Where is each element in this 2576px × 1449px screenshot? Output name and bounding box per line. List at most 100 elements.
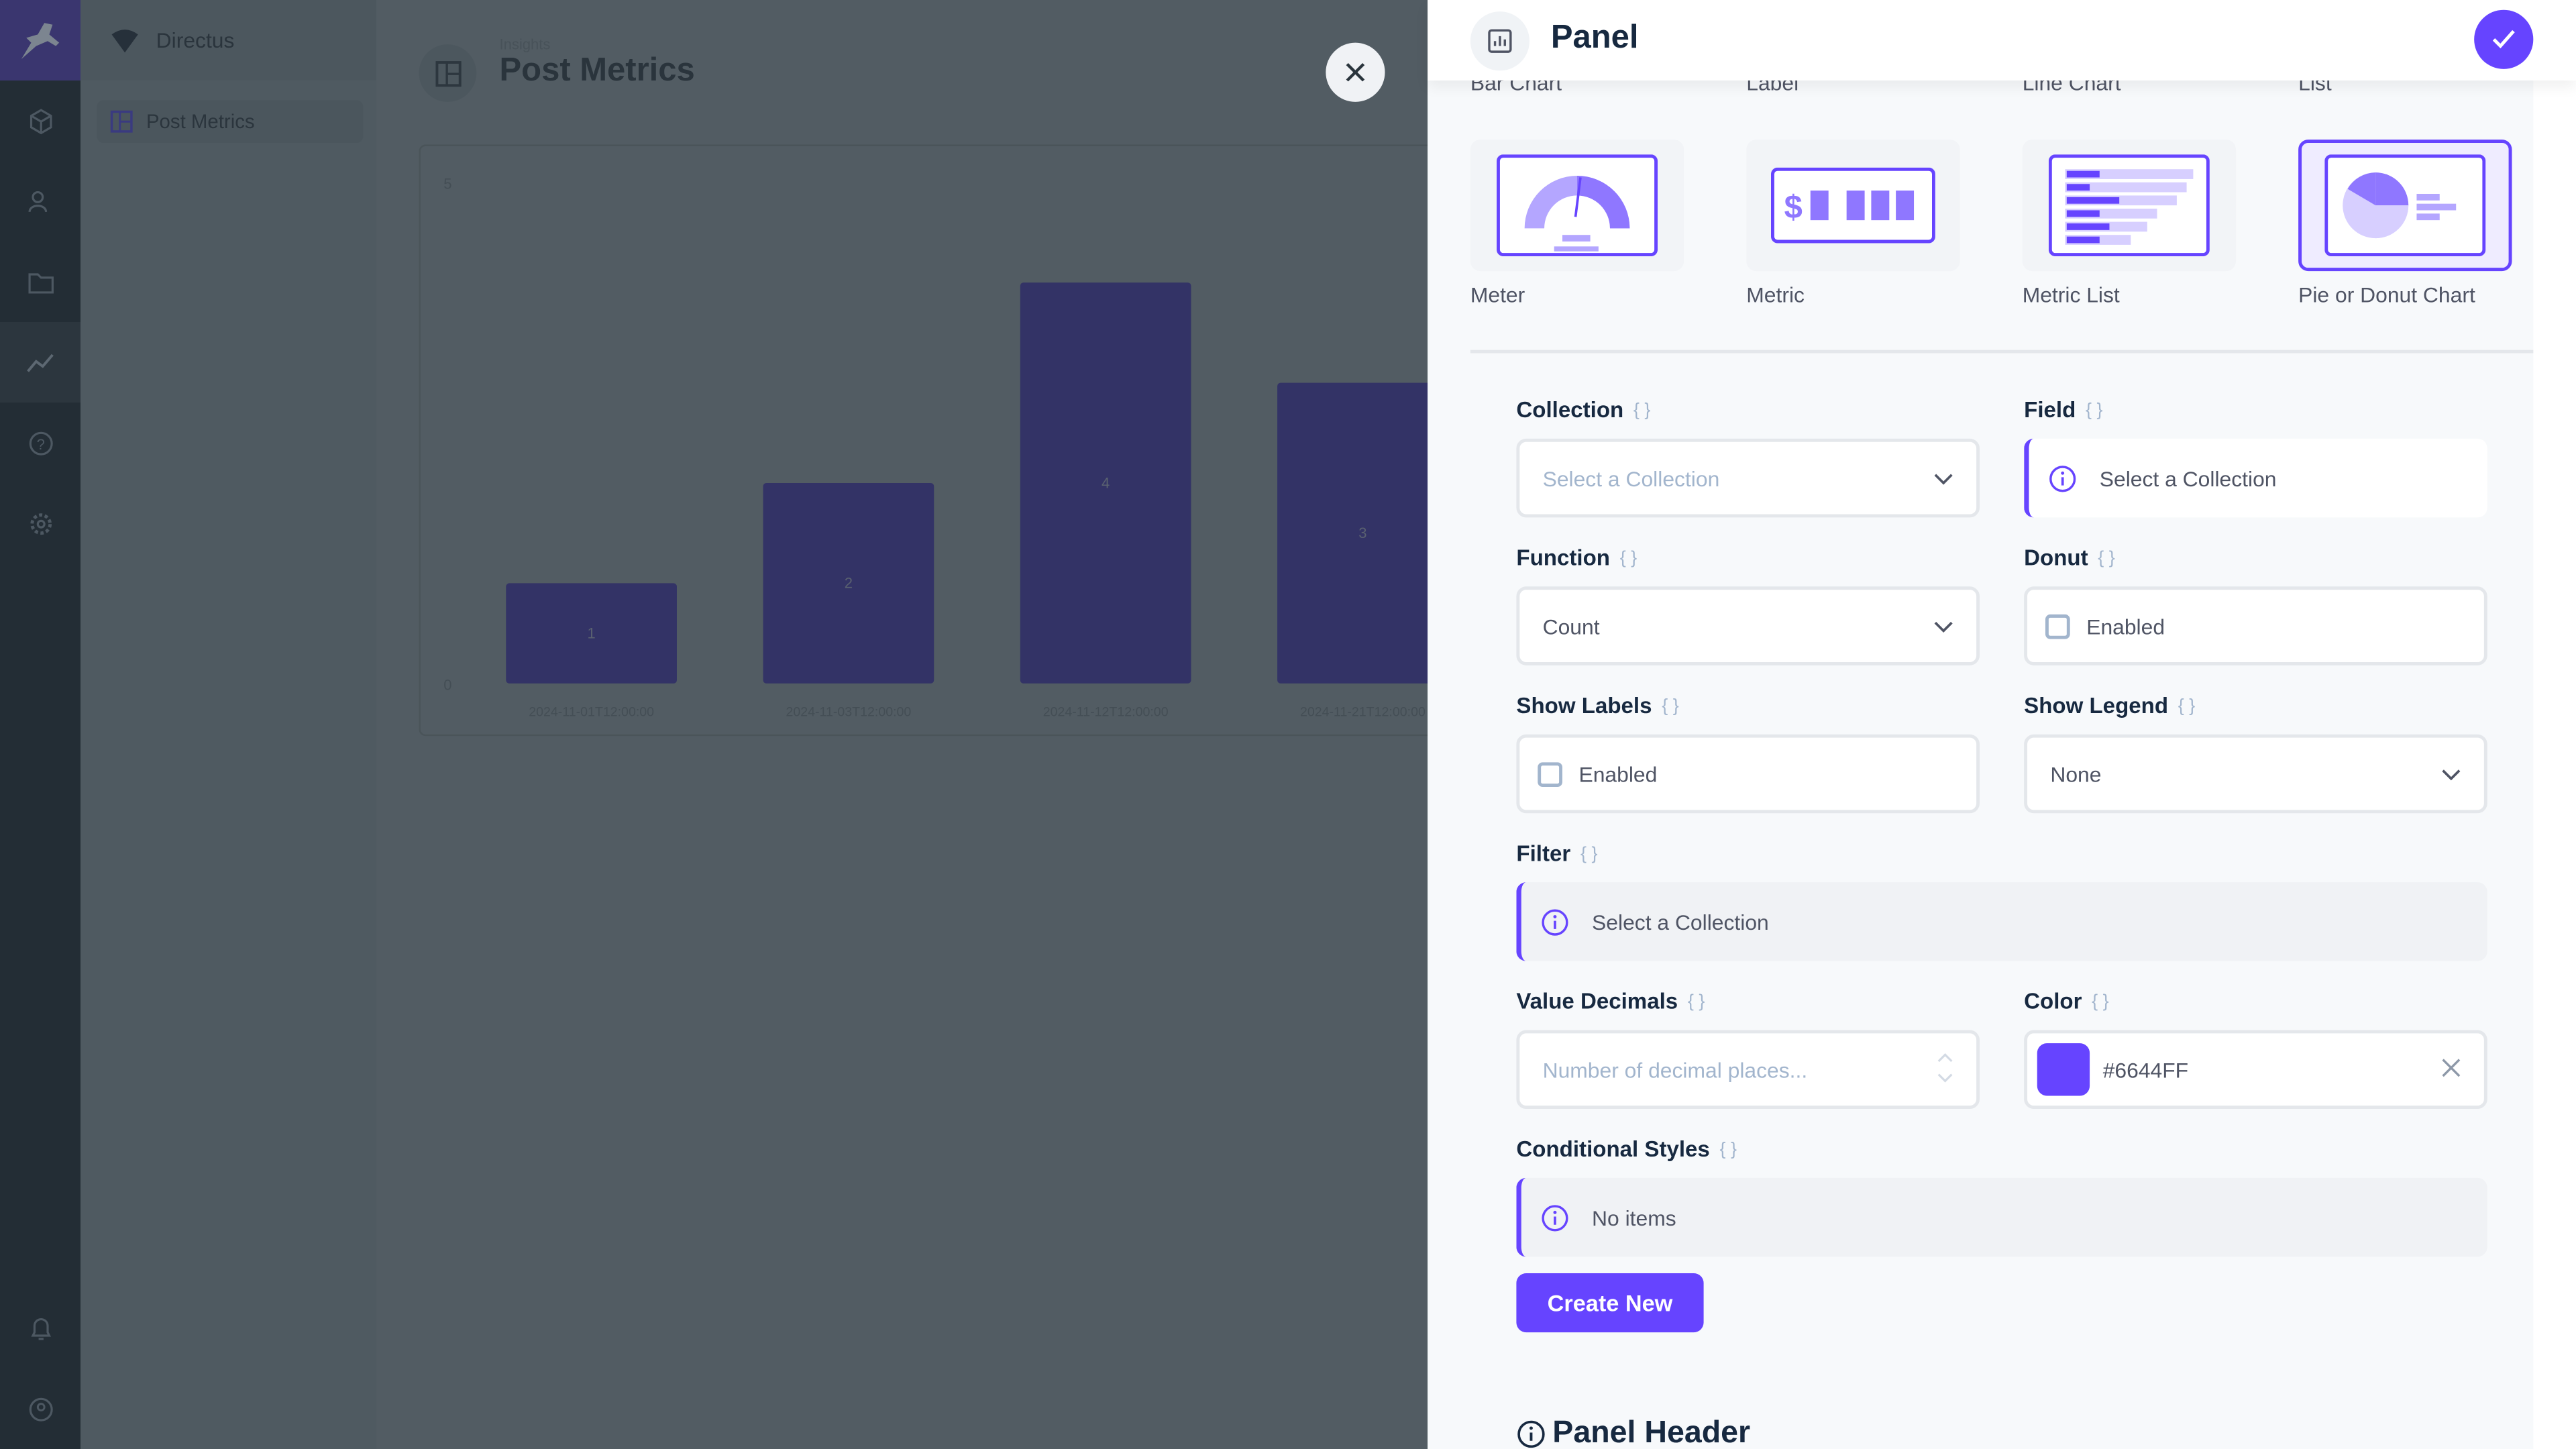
color-swatch[interactable] bbox=[2037, 1043, 2090, 1096]
info-icon bbox=[1517, 1420, 1545, 1448]
user-avatar-icon[interactable] bbox=[23, 1391, 57, 1426]
settings-gear-icon[interactable] bbox=[23, 506, 57, 540]
x-tick-label: 2024-11-12T12:00:00 bbox=[1043, 705, 1169, 720]
conditional-styles-notice: No items bbox=[1516, 1177, 2487, 1257]
raw-value-brace-icon[interactable]: { } bbox=[2092, 991, 2109, 1012]
show-labels-checkbox[interactable]: Enabled bbox=[1516, 734, 1980, 814]
type-metric-list[interactable] bbox=[2022, 140, 2237, 272]
bar-data-label: 2 bbox=[845, 575, 853, 592]
conditional-styles-label: Conditional Styles{ } bbox=[1516, 1136, 1737, 1162]
color-label: Color{ } bbox=[2024, 989, 2109, 1014]
project-name: Directus bbox=[156, 28, 235, 53]
info-icon bbox=[2049, 465, 2076, 492]
raw-value-brace-icon[interactable]: { } bbox=[1719, 1139, 1737, 1159]
bar-data-label: 4 bbox=[1102, 474, 1110, 491]
sidebar-item-label: Post Metrics bbox=[146, 110, 255, 133]
users-module-icon[interactable] bbox=[23, 184, 57, 218]
check-icon bbox=[2492, 30, 2515, 49]
type-meter[interactable] bbox=[1470, 140, 1684, 272]
show-legend-select[interactable]: None bbox=[2024, 734, 2487, 814]
bar-chart: 5 0 1 2024-11-01T12:00:00 2 2024-11-03T12:00:… bbox=[443, 176, 1448, 720]
collection-label: Collection{ } bbox=[1516, 397, 1651, 423]
svg-text:?: ? bbox=[36, 435, 44, 452]
bar bbox=[763, 483, 934, 684]
bar bbox=[1277, 382, 1448, 684]
notifications-bell-icon[interactable] bbox=[23, 1311, 57, 1345]
files-module-icon[interactable] bbox=[23, 264, 57, 299]
drawer-header bbox=[1428, 0, 2576, 81]
type-metric[interactable]: $ bbox=[1746, 140, 1960, 272]
x-tick-label: 2024-11-01T12:00:00 bbox=[529, 705, 654, 720]
raw-value-brace-icon[interactable]: { } bbox=[2086, 400, 2103, 420]
collection-select[interactable]: Select a Collection bbox=[1516, 438, 1980, 518]
value-decimals-label: Value Decimals{ } bbox=[1516, 989, 1705, 1014]
y-tick-label: 5 bbox=[443, 176, 451, 193]
sidebar-item-post-metrics[interactable]: Post Metrics bbox=[97, 100, 364, 144]
panel-header-section-title: Panel Header bbox=[1516, 1416, 1750, 1449]
type-label-meter[interactable]: Meter bbox=[1470, 282, 1525, 307]
pie-chart-icon bbox=[2324, 154, 2486, 257]
rabbit-logo-icon bbox=[20, 22, 58, 58]
project-header[interactable]: Directus bbox=[80, 0, 376, 81]
type-label-pie-or-donut-chart[interactable]: Pie or Donut Chart bbox=[2298, 282, 2475, 307]
navigation-sidebar bbox=[80, 0, 376, 1449]
type-label-metric[interactable]: Metric bbox=[1746, 282, 1805, 307]
info-icon bbox=[1542, 908, 1568, 935]
value-decimals-input[interactable]: Number of decimal places... bbox=[1516, 1030, 1980, 1110]
checkbox-icon[interactable] bbox=[2045, 613, 2070, 639]
page-title: Post Metrics bbox=[499, 52, 695, 89]
bar bbox=[1020, 282, 1191, 684]
close-icon bbox=[1346, 62, 1365, 82]
raw-value-brace-icon[interactable]: { } bbox=[1633, 400, 1651, 420]
filter-notice: Select a Collection bbox=[1516, 882, 2487, 961]
type-label-metric-list[interactable]: Metric List bbox=[2022, 282, 2120, 307]
dashboard-icon bbox=[110, 110, 133, 133]
color-input[interactable]: #6644FF bbox=[2024, 1030, 2487, 1110]
function-select[interactable]: Count bbox=[1516, 586, 1980, 665]
save-button[interactable] bbox=[2474, 9, 2534, 69]
insights-module-active[interactable] bbox=[0, 322, 81, 403]
raw-value-brace-icon[interactable]: { } bbox=[1580, 843, 1598, 863]
field-label: Field{ } bbox=[2024, 397, 2103, 423]
donut-checkbox[interactable]: Enabled bbox=[2024, 586, 2487, 665]
type-pie-or-donut-chart[interactable] bbox=[2298, 140, 2512, 272]
raw-value-brace-icon[interactable]: { } bbox=[1687, 991, 1705, 1012]
x-tick-label: 2024-11-03T12:00:00 bbox=[786, 705, 911, 720]
insights-module-icon[interactable] bbox=[23, 345, 57, 379]
raw-value-brace-icon[interactable]: { } bbox=[1619, 547, 1638, 568]
breadcrumb[interactable]: Insights bbox=[499, 36, 551, 53]
field-notice: Select a Collection bbox=[2024, 438, 2487, 518]
content-module-icon[interactable] bbox=[23, 103, 57, 138]
y-tick-label: 0 bbox=[443, 677, 451, 694]
create-new-button[interactable]: Create New bbox=[1516, 1273, 1704, 1333]
raw-value-brace-icon[interactable]: { } bbox=[2178, 696, 2196, 716]
raw-value-brace-icon[interactable]: { } bbox=[1662, 696, 1679, 716]
x-tick-label: 2024-11-21T12:00:00 bbox=[1300, 705, 1426, 720]
info-icon bbox=[1542, 1204, 1568, 1231]
bar-chart-panel[interactable]: 5 0 1 2024-11-01T12:00:00 2 2024-11-03T12:00:… bbox=[419, 144, 1470, 737]
stepper-icon[interactable] bbox=[1937, 1051, 1953, 1088]
chevron-down-icon bbox=[1933, 466, 1953, 490]
wifi-project-icon bbox=[111, 28, 138, 52]
section-divider bbox=[1470, 350, 2534, 354]
close-drawer-button[interactable] bbox=[1326, 42, 1385, 102]
directus-logo[interactable] bbox=[0, 0, 81, 81]
function-label: Function{ } bbox=[1516, 545, 1638, 570]
svg-text:$: $ bbox=[1784, 190, 1803, 226]
filter-label: Filter{ } bbox=[1516, 841, 1598, 866]
metric-list-icon bbox=[2048, 154, 2210, 257]
raw-value-brace-icon[interactable]: { } bbox=[2098, 547, 2115, 568]
show-labels-label: Show Labels{ } bbox=[1516, 693, 1679, 718]
dashboard-header-icon bbox=[419, 44, 477, 102]
bar-data-label: 1 bbox=[588, 625, 596, 641]
help-icon[interactable]: ? bbox=[23, 425, 57, 460]
clear-x-icon[interactable] bbox=[2441, 1057, 2461, 1082]
meter-icon bbox=[1497, 154, 1658, 257]
bar-data-label: 3 bbox=[1358, 525, 1366, 541]
donut-label: Donut{ } bbox=[2024, 545, 2115, 570]
bar bbox=[506, 583, 677, 684]
chevron-down-icon bbox=[1933, 614, 1953, 639]
panel-icon bbox=[1470, 11, 1530, 71]
checkbox-icon[interactable] bbox=[1538, 761, 1562, 786]
drawer-title: Panel bbox=[1550, 19, 1639, 56]
